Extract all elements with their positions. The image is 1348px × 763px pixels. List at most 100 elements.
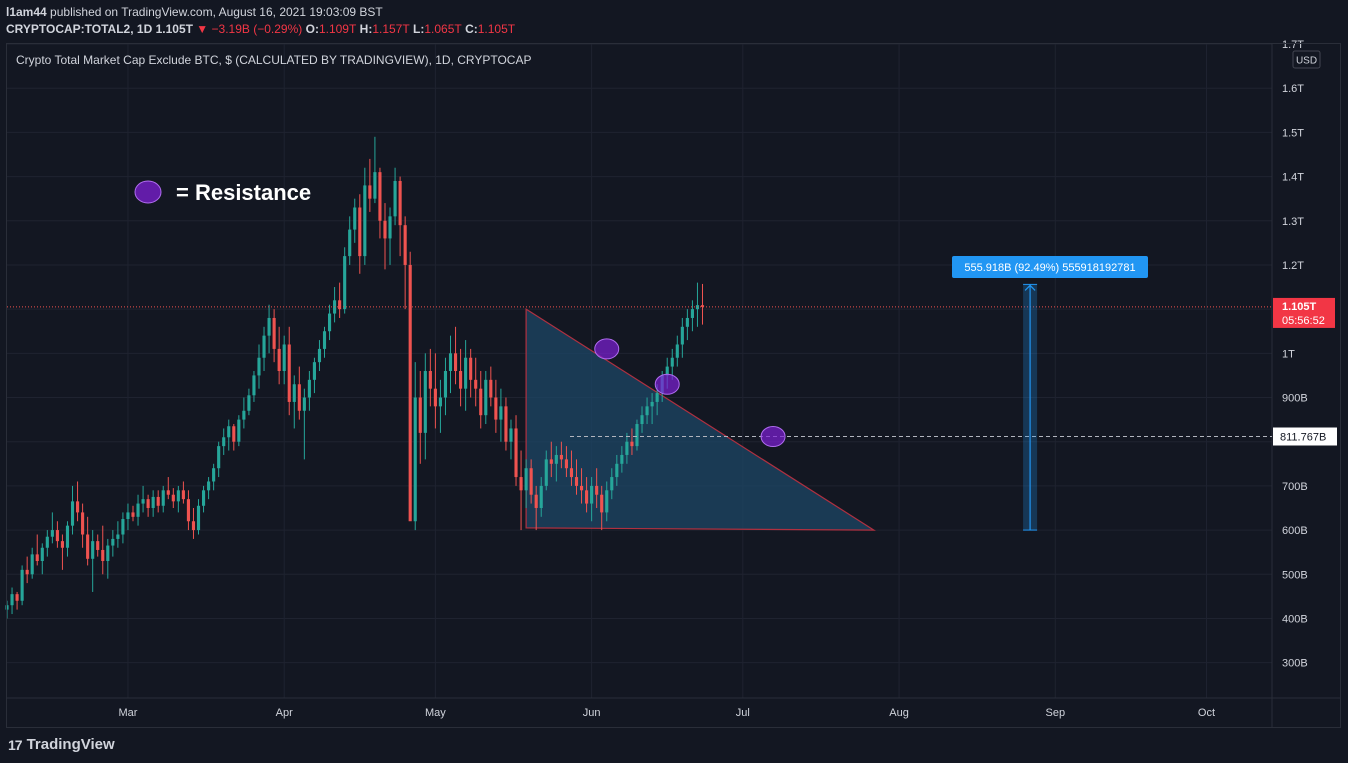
candle-body [277, 348, 281, 371]
resistance-marker [760, 426, 786, 448]
candle-body [625, 441, 629, 455]
candle-body [358, 207, 362, 257]
candle-body [418, 397, 422, 433]
open-value: 1.109T [318, 22, 357, 36]
candle-body [645, 406, 649, 416]
publish-info: l1am44 published on TradingView.com, Aug… [6, 5, 383, 19]
candle-body [665, 366, 669, 376]
candle-body [91, 541, 95, 559]
candle-body [469, 357, 473, 380]
candle-body [428, 371, 432, 389]
candle-body [20, 569, 24, 601]
candle-body [75, 501, 80, 513]
tradingview-wordmark: TradingView [26, 736, 115, 753]
x-tick-label: Sep [1045, 707, 1065, 719]
author-name[interactable]: l1am44 [6, 5, 47, 19]
candle-body [252, 375, 256, 396]
y-tick-label: 600B [1282, 525, 1308, 537]
candle-body [136, 503, 140, 517]
candle-body [161, 490, 165, 506]
candle-body [534, 494, 538, 508]
candle-body [282, 344, 286, 371]
candle-body [237, 419, 241, 442]
high-value: 1.157T [372, 22, 410, 36]
candle-body [141, 499, 145, 504]
candle-body [327, 313, 332, 332]
price-axis-value: 1.105T [1282, 301, 1317, 313]
candle-body [680, 326, 684, 345]
tradingview-logo-icon: 17 [8, 736, 23, 753]
candle-body [242, 410, 246, 420]
candle-body [121, 519, 125, 535]
candle-body [176, 490, 180, 502]
x-tick-label: Aug [889, 707, 909, 719]
y-tick-label: 1.2T [1282, 260, 1304, 272]
candle-body [201, 490, 206, 506]
candle-body [131, 512, 135, 517]
price-axis-marker [1273, 297, 1335, 328]
chart-frame [6, 43, 1341, 728]
candle-body [595, 485, 599, 495]
x-tick-label: May [425, 707, 446, 719]
candle-body [272, 317, 276, 349]
candle-body [217, 446, 221, 469]
candle-body [312, 362, 316, 380]
candle-body [579, 485, 584, 491]
candle-body [30, 554, 34, 575]
candle-body [186, 499, 190, 522]
candle-body [559, 454, 563, 460]
candle-body [50, 530, 54, 537]
candle-body [519, 477, 523, 491]
candle-body [232, 426, 236, 442]
y-tick-label: 1.3T [1282, 216, 1304, 228]
crosshair-price-marker [1273, 427, 1337, 446]
candle-body [569, 468, 574, 478]
candle-body [479, 388, 483, 416]
tradingview-logo[interactable]: 17 TradingView [8, 736, 115, 753]
candle-body [247, 395, 251, 411]
candle-body [383, 220, 387, 239]
candle-body [378, 172, 382, 221]
y-tick-label: 900B [1282, 393, 1308, 405]
resistance-marker [594, 338, 620, 360]
candle-body [317, 348, 322, 363]
candle-body [700, 305, 705, 307]
candle-body [151, 496, 155, 508]
y-tick-label: 1.5T [1282, 127, 1304, 139]
y-tick-label: 400B [1282, 613, 1308, 625]
candle-body [539, 485, 543, 508]
candle-body [630, 441, 634, 447]
low-value: 1.065T [424, 22, 462, 36]
candle-body [96, 541, 100, 550]
candle-body [610, 477, 614, 491]
candle-body [297, 384, 301, 411]
candle-body [464, 357, 468, 389]
candle-body [126, 512, 130, 520]
y-tick-label: 1T [1282, 348, 1295, 360]
candle-body [207, 481, 211, 491]
candle-body [509, 428, 513, 442]
measure-arrow-icon [1024, 284, 1036, 291]
candle-body [600, 494, 604, 513]
candle-body [307, 379, 311, 398]
candle-body [55, 530, 59, 542]
candle-body [35, 554, 39, 562]
x-tick-label: Apr [276, 707, 293, 719]
currency-badge-label: USD [1296, 56, 1317, 67]
publish-date: published on TradingView.com, August 16,… [50, 5, 383, 19]
candle-body [191, 521, 196, 531]
candle-body [489, 379, 493, 398]
candle-body [81, 512, 85, 535]
resistance-legend-icon [134, 180, 162, 204]
measure-label: 555.918B (92.49%) 555918192781 [964, 262, 1135, 274]
last-price: 1.105T [155, 22, 193, 36]
symbol-label: CRYPTOCAP:TOTAL2, 1D [6, 22, 153, 36]
candle-body [65, 525, 70, 548]
candle-body [650, 401, 654, 407]
candle-body [514, 428, 518, 478]
candle-body [484, 379, 488, 416]
candle-body [499, 406, 503, 420]
candle-body [438, 397, 442, 407]
series-title: Crypto Total Market Cap Exclude BTC, $ (… [16, 53, 532, 67]
